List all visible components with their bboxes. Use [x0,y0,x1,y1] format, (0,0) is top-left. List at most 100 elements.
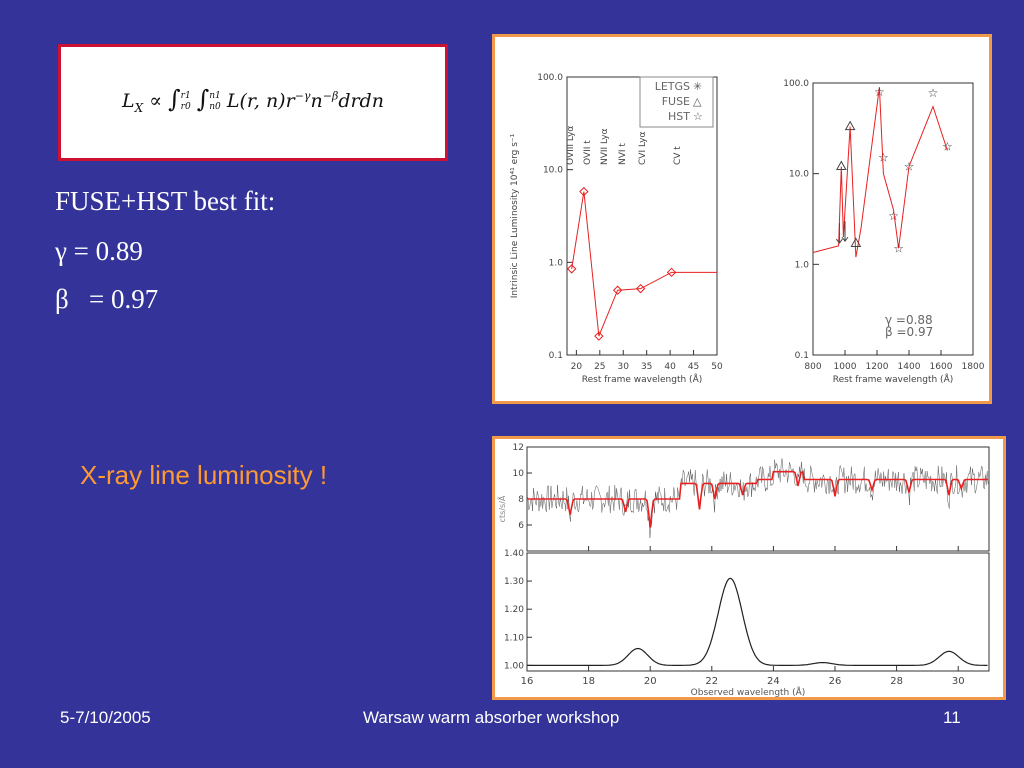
footer-date: 5-7/10/2005 [60,708,151,727]
plot1-ylabel: Intrinsic Line Luminosity 10⁴¹ erg s⁻¹ [510,133,520,298]
formula-exp2: −β [322,89,339,103]
spec-xtick-label: 16 [521,676,534,687]
spec-bottom-frame [526,552,990,672]
formula-int2: ∫ [196,85,210,113]
plot2-xtick-label: 1000 [834,362,857,372]
plot2-hst-point: ☆ [904,159,915,173]
plot1-line-label: CVI Lyα [638,132,648,165]
luminosity-formula: LX ∝ ∫r1 r0 ∫n1 n0 L(r, n)r−γn−βdrdn [61,85,445,115]
formula-exp1: −γ [294,89,311,103]
plot1-legend-label: LETGS [655,80,690,93]
spec-top-ytick-label: 12 [513,443,524,453]
plot1-legend-box [639,76,714,128]
plot1-xtick-label: 50 [711,362,723,372]
spec-top-ytick-label: 6 [518,521,524,531]
footer-event: Warsaw warm absorber workshop [363,708,620,727]
plot1-line-label: NVI t [618,143,628,165]
spec-xtick-label: 20 [644,676,657,687]
formula-tail: drdn [338,90,384,112]
plot2-fit-text: γ =0.88 [885,313,933,327]
plot2-upper-limit-arrow [841,236,849,242]
formula-int2-lower: n0 [209,102,221,112]
formula-body: L(r, n)r [226,90,295,112]
plot1-line-label: OVIII Lyα [566,126,576,165]
plot1-point [566,264,577,274]
plot1-legend-symbol: ☆ [693,110,703,123]
spec-bottom-ytick-label: 1.30 [504,577,524,587]
plot2-fuse-point [850,237,862,247]
spec-xtick-label: 28 [890,676,903,687]
plot1-legend-symbol: △ [693,95,702,108]
plot2-frame [812,82,974,356]
spectrum-chart: 6 8 10 12 cts/s/Å 1.00 1.10 1.20 1.30 1.40 16 18 20 2… [496,443,990,698]
plot2-ytick-label: 10.0 [789,170,809,180]
spec-top-ytick-label: 8 [518,495,524,505]
spec-xtick-label: 18 [582,676,595,687]
plot2-hst-point: ☆ [888,209,899,223]
plot2-hst-point: ☆ [928,86,939,100]
plot1-line-label: NVII Lyα [600,128,610,165]
plot1-xtick-label: 45 [688,362,699,372]
plot2-xtick-label: 1400 [898,362,921,372]
plot2-ytick-label: 0.1 [795,351,809,361]
plot1-ytick-label: 10.0 [543,166,563,176]
plot2-fit-text: β =0.97 [885,325,933,339]
plot2-upper-limit-arrow [835,238,843,244]
plot2-xtick-label: 1800 [962,362,985,372]
spec-xtick-label: 30 [952,676,965,687]
spec-top-ylabel: cts/s/Å [496,495,507,522]
footer-page: 11 [943,708,961,727]
spectrum-panel: 6 8 10 12 cts/s/Å 1.00 1.10 1.20 1.30 1.40 16 18 20 2… [492,436,1006,700]
spec-bottom-ytick-label: 1.20 [504,605,524,615]
plot1-point [612,285,623,295]
plot1-ytick-label: 1.0 [549,258,564,268]
plot2-xtick-label: 1200 [866,362,889,372]
plot1-ytick-label: 100.0 [537,73,563,83]
fit-gamma: γ = 0.89 [55,236,143,266]
formula-lhs: L [122,90,135,112]
plot1-xtick-label: 40 [664,362,676,372]
plot1-legend-label: FUSE [662,95,690,108]
plot1-line-label: OVII t [583,140,593,165]
plot2-hst-point: ☆ [942,139,953,153]
formula-int2-upper: n1 [209,91,221,101]
plot2-ytick-label: 1.0 [795,260,810,270]
formula-box: LX ∝ ∫r1 r0 ∫n1 n0 L(r, n)r−γn−βdrdn [58,44,448,161]
plot2-xtick-label: 800 [804,362,821,372]
plot1-xtick-label: 25 [594,362,605,372]
spec-model-line [527,470,988,528]
spec-bottom-curve [527,577,988,666]
formula-lhs-sub: X [134,100,144,115]
formula-int1: ∫ [168,85,181,113]
formula-n: n [310,90,323,112]
fit-beta: β = 0.97 [55,284,159,314]
plot2-xlabel: Rest frame wavelength (Å) [833,373,953,385]
luminosity-chart: 20 25 30 35 40 45 50 0.1 1.0 10.0 100.0 Rest frame … [510,73,985,385]
formula-int1-upper: r1 [180,91,191,101]
plot2-fuse-point [844,120,856,131]
plot2-fuse-point [835,160,847,170]
spec-xtick-label: 22 [705,676,718,687]
spec-bottom-ytick-label: 1.40 [504,549,524,559]
plot1-xtick-label: 30 [618,362,630,372]
plot1-ytick-label: 0.1 [549,351,563,361]
spec-xtick-label: 24 [767,676,780,687]
plot1-point [579,186,589,197]
plot2-xtick-label: 1600 [930,362,953,372]
fit-title: FUSE+HST best fit: [55,186,276,216]
plot1-legend-symbol: ✳ [693,80,702,93]
spec-xtick-label: 26 [829,676,842,687]
plot2-hst-point: ☆ [893,241,904,255]
plot1-point [635,283,646,294]
plot1-line-label: CV t [673,146,683,165]
plot1-point [666,267,677,278]
plot1-xtick-label: 20 [571,362,583,372]
plot1-point [594,331,604,341]
spec-bottom-ytick-label: 1.10 [504,633,524,643]
spec-xlabel: Observed wavelength (Å) [691,686,806,697]
plot1-model-line [571,191,717,337]
plot1-legend-label: HST [668,110,690,123]
spec-bottom-ytick-label: 1.00 [504,661,524,671]
luminosity-panel: 20 25 30 35 40 45 50 0.1 1.0 10.0 100.0 Rest frame … [492,34,992,404]
plot2-hst-point: ☆ [874,85,885,99]
